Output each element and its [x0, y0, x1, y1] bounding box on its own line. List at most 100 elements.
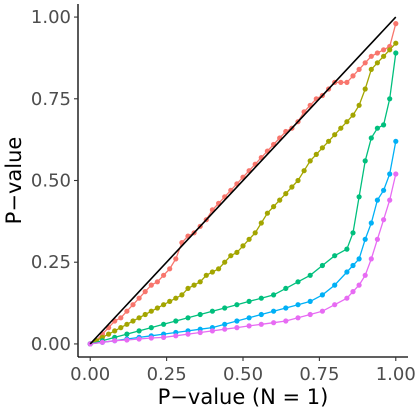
data-point — [283, 305, 289, 311]
x-tick-label: 1.00 — [376, 364, 415, 385]
data-point — [319, 145, 325, 151]
data-point — [197, 329, 203, 336]
data-point — [301, 168, 307, 174]
data-point — [295, 279, 301, 285]
reference-diagonal-line — [89, 16, 397, 345]
series-5 — [87, 171, 399, 347]
data-point — [185, 285, 191, 291]
data-point — [307, 272, 313, 278]
data-point — [338, 79, 344, 85]
data-point — [246, 323, 252, 329]
data-point — [179, 292, 185, 298]
data-point — [356, 102, 362, 108]
data-point — [173, 333, 179, 339]
data-point — [234, 318, 240, 324]
data-point — [283, 191, 289, 197]
data-point — [124, 308, 130, 314]
data-point — [307, 311, 313, 318]
data-point — [161, 302, 167, 308]
data-point — [332, 282, 338, 288]
data-point — [393, 138, 399, 144]
data-point — [222, 259, 228, 265]
data-point — [222, 326, 228, 332]
data-point — [148, 308, 154, 314]
data-point — [362, 236, 368, 242]
data-point — [362, 86, 368, 92]
data-point — [362, 272, 368, 278]
data-point — [381, 53, 387, 59]
data-point — [344, 246, 350, 252]
data-point — [387, 197, 393, 203]
data-point — [106, 331, 112, 337]
data-point — [240, 243, 246, 249]
data-point — [191, 282, 197, 288]
series-line — [90, 173, 397, 345]
data-point — [130, 302, 136, 308]
series-3 — [87, 50, 399, 347]
data-point — [271, 308, 277, 314]
data-point — [338, 125, 344, 131]
data-point — [350, 112, 356, 118]
data-point — [112, 328, 118, 334]
data-point — [161, 272, 167, 278]
x-tick-label: 0.50 — [223, 364, 263, 385]
data-point — [148, 335, 154, 341]
data-point — [368, 220, 374, 226]
data-point — [209, 308, 215, 314]
data-point — [356, 194, 362, 200]
data-point — [387, 47, 393, 53]
data-point — [246, 315, 252, 321]
data-point — [136, 315, 142, 321]
data-point — [350, 230, 356, 236]
data-point — [234, 302, 240, 308]
data-point — [185, 315, 191, 321]
data-point — [344, 295, 350, 301]
series-2 — [87, 40, 399, 347]
data-point — [362, 158, 368, 164]
data-point — [381, 122, 387, 128]
data-point — [393, 171, 399, 177]
data-point — [197, 311, 203, 318]
data-point — [344, 79, 350, 85]
series-4 — [87, 138, 399, 347]
data-point — [234, 325, 240, 331]
data-point — [368, 135, 374, 141]
data-point — [112, 338, 118, 344]
data-point — [271, 204, 277, 210]
x-tick-label: 0.00 — [70, 364, 110, 385]
data-point — [136, 295, 142, 301]
data-point — [142, 289, 148, 295]
data-point — [234, 249, 240, 255]
data-point — [356, 256, 362, 262]
data-point — [387, 171, 393, 177]
data-point — [307, 158, 313, 164]
data-point — [154, 305, 160, 311]
data-point — [258, 295, 264, 301]
data-point — [209, 269, 215, 275]
data-point — [124, 321, 130, 327]
data-point — [148, 282, 154, 288]
data-point — [148, 325, 154, 331]
data-point — [344, 119, 350, 125]
data-point — [258, 311, 264, 318]
data-point — [246, 236, 252, 242]
data-point — [368, 66, 374, 72]
series-line — [90, 52, 397, 345]
x-tick-label: 0.75 — [299, 364, 339, 385]
data-point — [222, 305, 228, 311]
data-point — [344, 269, 350, 275]
data-point — [374, 197, 380, 203]
x-tick-label: 0.25 — [147, 364, 187, 385]
data-point — [374, 236, 380, 242]
data-point — [393, 50, 399, 56]
series-line — [89, 42, 397, 345]
data-point — [99, 339, 105, 345]
data-point — [228, 253, 234, 259]
data-point — [319, 292, 325, 298]
y-tick-label: 0.00 — [31, 334, 71, 355]
series-layer — [87, 21, 399, 347]
data-point — [319, 308, 325, 314]
data-point — [185, 331, 191, 337]
data-point — [167, 298, 173, 304]
